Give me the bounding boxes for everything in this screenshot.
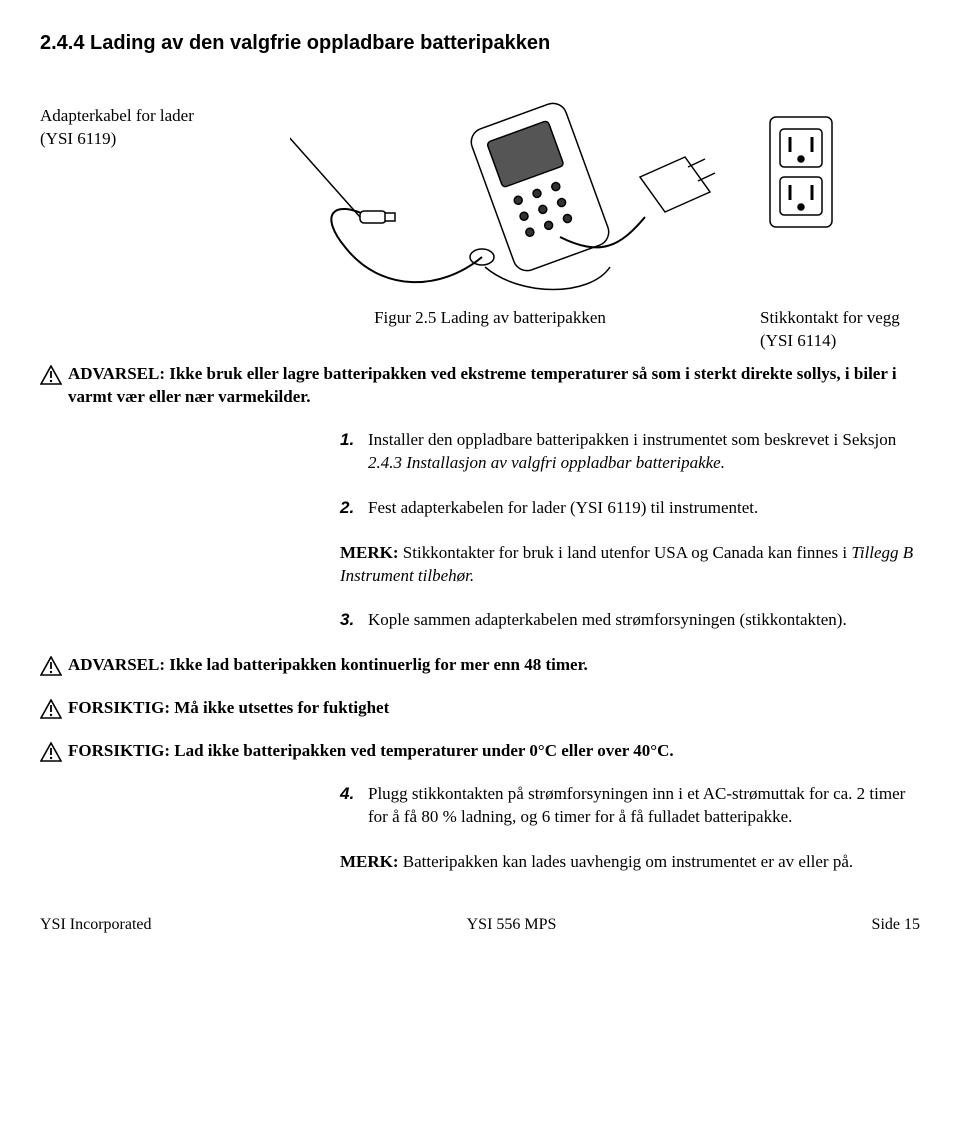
warning-4: FORSIKTIG: Lad ikke batteripakken ved te… xyxy=(40,740,920,763)
step-2: 2. Fest adapterkabelen for lader (YSI 61… xyxy=(340,497,920,520)
warning-1-text: ADVARSEL: Ikke bruk eller lagre batterip… xyxy=(68,363,920,409)
warning-3-text: FORSIKTIG: Må ikke utsettes for fuktighe… xyxy=(68,697,389,720)
warning-icon xyxy=(40,365,62,385)
section-heading: 2.4.4 Lading av den valgfrie oppladbare … xyxy=(40,30,920,57)
wall-outlet-label: Stikkontakt for vegg (YSI 6114) xyxy=(760,307,920,353)
footer-center: YSI 556 MPS xyxy=(467,914,557,936)
warning-icon xyxy=(40,742,62,762)
warning-3: FORSIKTIG: Må ikke utsettes for fuktighe… xyxy=(40,697,920,720)
step-3-number: 3. xyxy=(340,609,368,632)
warning-icon xyxy=(40,656,62,676)
device-svg xyxy=(290,97,850,297)
step-3: 3. Kople sammen adapterkabelen med strøm… xyxy=(340,609,920,632)
page-footer: YSI Incorporated YSI 556 MPS Side 15 xyxy=(40,914,920,936)
step-4-text: Plugg stikkontakten på strømforsyningen … xyxy=(368,783,920,829)
warning-2: ADVARSEL: Ikke lad batteripakken kontinu… xyxy=(40,654,920,677)
adapter-cable-label: Adapterkabel for lader (YSI 6119) xyxy=(40,97,220,151)
step-3-text: Kople sammen adapterkabelen med strømfor… xyxy=(368,609,920,632)
warning-1: ADVARSEL: Ikke bruk eller lagre batterip… xyxy=(40,363,920,409)
figure-caption-row: Figur 2.5 Lading av batteripakken Stikko… xyxy=(40,307,920,353)
step-4-number: 4. xyxy=(340,783,368,829)
step-4: 4. Plugg stikkontakten på strømforsyning… xyxy=(340,783,920,829)
step-1-number: 1. xyxy=(340,429,368,475)
note-1: MERK: Stikkontakter for bruk i land uten… xyxy=(340,542,920,588)
step-1-text: Installer den oppladbare batteripakken i… xyxy=(368,429,920,475)
step-1: 1. Installer den oppladbare batteripakke… xyxy=(340,429,920,475)
warning-2-text: ADVARSEL: Ikke lad batteripakken kontinu… xyxy=(68,654,588,677)
step-2-text: Fest adapterkabelen for lader (YSI 6119)… xyxy=(368,497,920,520)
figure-row: Adapterkabel for lader (YSI 6119) xyxy=(40,97,920,297)
footer-left: YSI Incorporated xyxy=(40,914,152,936)
step-2-number: 2. xyxy=(340,497,368,520)
figure-caption: Figur 2.5 Lading av batteripakken xyxy=(220,307,760,330)
footer-right: Side 15 xyxy=(872,914,920,936)
warning-4-text: FORSIKTIG: Lad ikke batteripakken ved te… xyxy=(68,740,674,763)
warning-icon xyxy=(40,699,62,719)
device-illustration xyxy=(220,97,920,297)
note-2: MERK: Batteripakken kan lades uavhengig … xyxy=(340,851,920,874)
